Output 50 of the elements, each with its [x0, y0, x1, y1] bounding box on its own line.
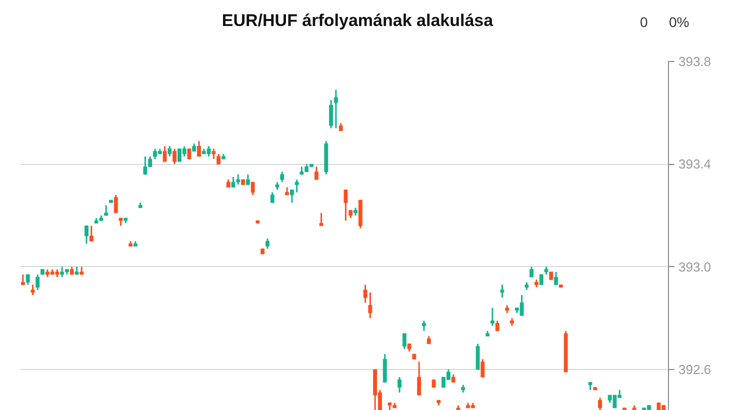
- candlestick: [104, 204, 108, 216]
- candlestick: [480, 358, 485, 378]
- candlestick: [246, 174, 250, 186]
- candlestick: [476, 343, 480, 370]
- candlestick: [329, 99, 334, 129]
- candlestick: [26, 274, 30, 286]
- candlestick: [530, 266, 534, 278]
- chart-title: EUR/HUF árfolyamának alakulása: [222, 11, 494, 30]
- y-tick-label: 393.0: [678, 259, 712, 274]
- candlestick: [539, 274, 544, 286]
- text: 0: [640, 13, 648, 32]
- candlestick: [114, 194, 118, 214]
- candlestick: [363, 284, 368, 304]
- y-tick-label: 393.8: [678, 54, 712, 69]
- y-tick-label: 392.6: [678, 362, 712, 377]
- candlestick: [598, 396, 602, 410]
- candlestick: [314, 166, 318, 180]
- candlestick: [382, 353, 387, 384]
- y-tick-label: 393.4: [678, 156, 712, 172]
- candlestick: [495, 320, 500, 332]
- candlestick: [197, 140, 201, 158]
- candlestick: [344, 189, 348, 222]
- candlestick: [168, 145, 172, 158]
- candlestick: [162, 145, 167, 162]
- candlestick: [187, 148, 192, 160]
- candlestick: [402, 332, 406, 350]
- candlestick: [554, 271, 558, 286]
- candlestick: [294, 178, 299, 194]
- candlestick: [398, 376, 402, 394]
- candlestick: [368, 292, 372, 319]
- candlestick: [270, 192, 274, 204]
- candlestick: [417, 360, 422, 396]
- candlestick: [266, 238, 270, 250]
- text: 0%: [669, 13, 690, 32]
- candlestick: [89, 224, 94, 242]
- candlestick: [490, 307, 494, 327]
- candlestick: [84, 224, 88, 244]
- candlestick: [30, 284, 35, 296]
- candlestick: [290, 189, 294, 204]
- candlestick: [212, 148, 216, 160]
- candlestick: [172, 148, 177, 165]
- candlestick: [36, 274, 40, 291]
- candlestick: [334, 88, 338, 129]
- candlestick: [319, 212, 324, 226]
- candlestick: [216, 153, 221, 165]
- candlestick: [500, 284, 504, 298]
- candlestick: [20, 274, 25, 286]
- candlestick: [422, 320, 426, 332]
- candlestick: [280, 171, 284, 183]
- candlestick: [250, 181, 255, 196]
